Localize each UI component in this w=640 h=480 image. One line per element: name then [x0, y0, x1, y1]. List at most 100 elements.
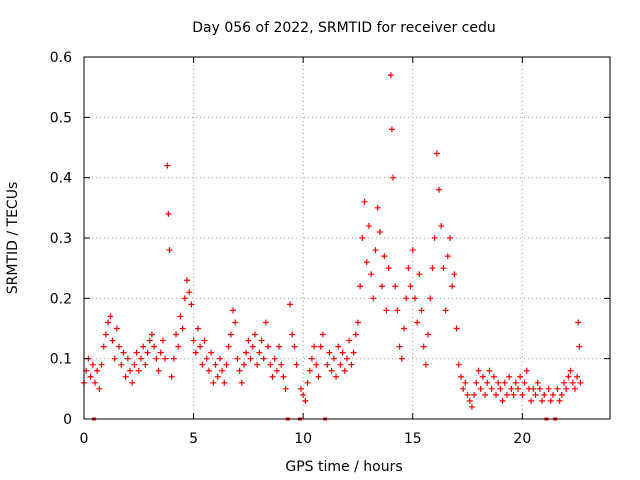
data-point	[319, 331, 326, 338]
data-point	[569, 379, 576, 386]
data-point	[221, 379, 228, 386]
y-tick-label: 0.3	[50, 231, 72, 247]
data-point	[273, 367, 280, 374]
data-point	[254, 361, 261, 368]
data-point	[558, 391, 565, 398]
data-point	[140, 343, 147, 350]
data-point	[416, 271, 423, 278]
data-point	[532, 391, 539, 398]
data-point	[289, 331, 296, 338]
data-point	[227, 331, 234, 338]
data-point	[376, 228, 383, 235]
data-point	[387, 72, 394, 79]
data-point	[383, 307, 390, 314]
data-point	[184, 277, 191, 284]
data-point	[440, 265, 447, 272]
data-point	[87, 373, 94, 380]
data-point	[398, 355, 405, 362]
data-point	[304, 379, 311, 386]
data-point	[460, 385, 467, 392]
data-point	[425, 331, 432, 338]
data-point	[519, 391, 526, 398]
data-point	[135, 367, 142, 374]
data-point	[192, 349, 199, 356]
data-point	[396, 343, 403, 350]
data-point	[236, 367, 243, 374]
data-point	[251, 331, 258, 338]
chart-title: Day 056 of 2022, SRMTID for receiver ced…	[192, 20, 495, 36]
data-point	[359, 235, 366, 241]
data-point	[205, 367, 212, 374]
data-point	[212, 361, 219, 368]
data-point	[418, 307, 425, 314]
data-point	[100, 343, 107, 350]
data-point	[199, 361, 206, 368]
data-point	[536, 385, 543, 392]
data-point	[514, 385, 521, 392]
data-point	[477, 385, 484, 392]
data-point	[451, 271, 458, 278]
data-point	[225, 343, 232, 350]
data-point	[328, 367, 335, 374]
data-point	[291, 343, 298, 350]
data-point	[521, 379, 528, 386]
data-point	[194, 325, 201, 332]
data-point	[539, 397, 546, 404]
data-point	[276, 343, 283, 350]
data-point	[390, 174, 397, 181]
data-point	[574, 373, 581, 380]
x-tick-label: 10	[294, 431, 312, 447]
data-point	[105, 319, 112, 326]
data-point	[333, 373, 340, 380]
data-point	[280, 373, 287, 380]
x-tick-label: 5	[189, 431, 198, 447]
data-point	[219, 367, 226, 374]
data-point	[293, 361, 300, 368]
data-point	[475, 367, 482, 374]
data-point	[363, 259, 370, 266]
data-point	[315, 373, 322, 380]
data-point	[503, 391, 510, 398]
data-point	[214, 373, 221, 380]
data-point	[575, 319, 582, 326]
data-points	[81, 72, 584, 410]
data-point	[457, 373, 464, 380]
grid-lines	[84, 57, 610, 419]
data-point	[175, 343, 182, 350]
data-point	[155, 367, 162, 374]
data-point	[361, 198, 368, 205]
data-point	[420, 343, 427, 350]
data-point	[162, 355, 169, 362]
data-point	[262, 319, 269, 326]
data-point	[127, 367, 134, 374]
data-point	[422, 361, 429, 368]
data-point	[153, 355, 160, 362]
data-point	[484, 379, 491, 386]
data-point	[256, 349, 263, 356]
x-tick-label: 20	[513, 431, 531, 447]
data-point	[179, 325, 186, 332]
data-point	[471, 391, 478, 398]
data-point	[243, 349, 250, 356]
data-point	[186, 289, 193, 296]
data-point	[330, 355, 337, 362]
data-point	[265, 343, 272, 350]
data-point	[381, 253, 388, 260]
data-point	[337, 361, 344, 368]
data-point	[560, 379, 567, 386]
data-point	[447, 235, 454, 241]
data-point	[550, 391, 557, 398]
data-point	[177, 313, 184, 320]
data-point	[528, 397, 535, 404]
data-point	[166, 247, 173, 254]
data-point	[216, 355, 223, 362]
data-point	[96, 385, 103, 392]
data-point	[247, 355, 254, 362]
data-point	[403, 295, 410, 302]
data-point	[385, 265, 392, 272]
data-point	[223, 361, 230, 368]
data-point	[249, 343, 256, 350]
x-axis-label: GPS time / hours	[285, 459, 402, 475]
data-point	[453, 325, 460, 332]
